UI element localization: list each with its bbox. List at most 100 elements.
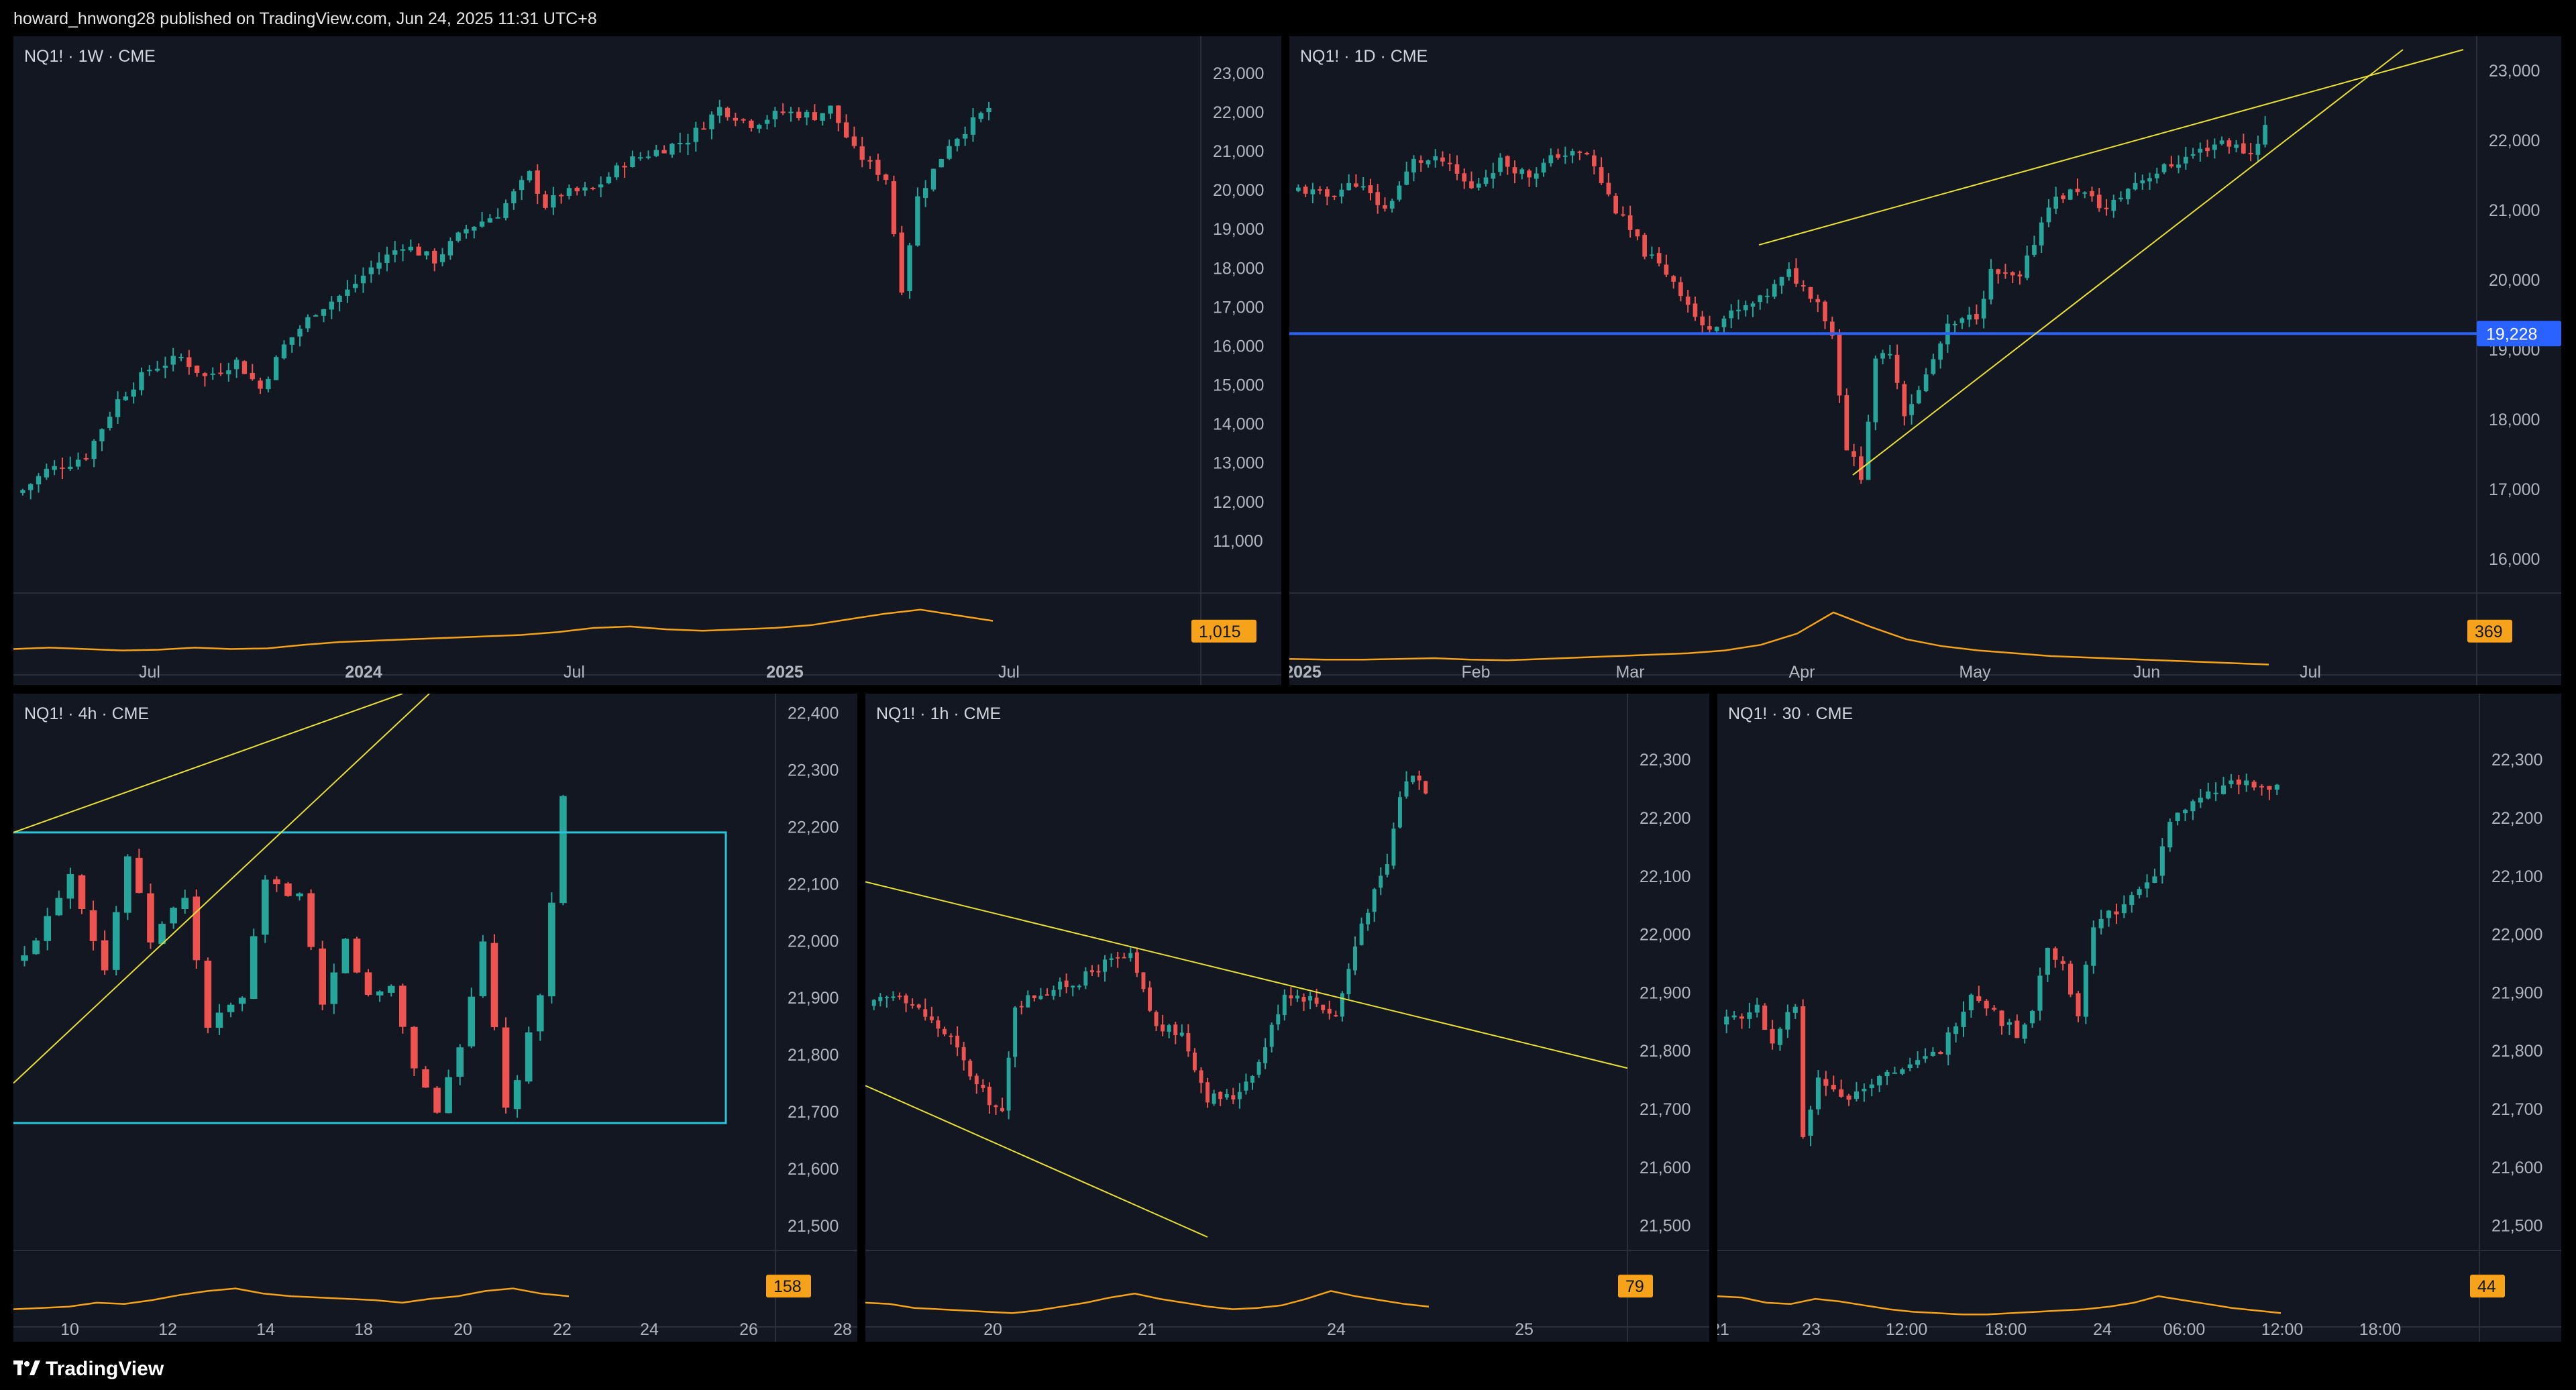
candle-body — [202, 373, 208, 376]
candle-body — [2236, 780, 2241, 785]
chart-svg-weekly[interactable]: 11,000 12,000 13,000 14,000 15,000 16,000 17,0… — [13, 36, 1281, 685]
time-tick-label: 23 — [1802, 1320, 1821, 1339]
candle-body — [614, 165, 619, 178]
candle-body — [1750, 303, 1756, 307]
price-tick-label: 18,000 — [2489, 411, 2540, 429]
candle-body — [875, 160, 881, 175]
candle-body — [1103, 959, 1108, 972]
candle-body — [943, 1028, 947, 1034]
candle-body — [2053, 948, 2058, 960]
candle-body — [261, 879, 269, 935]
candle-body — [364, 972, 372, 995]
chart-svg-1h[interactable]: 21,500 21,600 21,700 21,800 21,900 22,000 22,1… — [865, 694, 1709, 1342]
chart-panel-daily[interactable]: 16,000 17,000 18,000 19,000 20,000 21,000 22,0… — [1289, 36, 2561, 685]
candle-body — [1321, 1004, 1326, 1010]
volume-value-badge — [1618, 1275, 1653, 1298]
candle-body — [1303, 186, 1308, 194]
candle-body — [296, 893, 303, 897]
chart-title: NQ1! · 1W · CME — [24, 47, 156, 66]
candle-body — [1385, 864, 1389, 875]
candle-body — [2212, 144, 2217, 150]
candle-body — [55, 898, 63, 916]
candle-body — [1931, 359, 1936, 374]
candle-body — [780, 111, 786, 113]
chart-svg-30m[interactable]: 21,500 21,600 21,700 21,800 21,900 22,000 22,1… — [1717, 694, 2561, 1342]
publish-header: howard_hnwong28 published on TradingView… — [0, 0, 2576, 36]
candle-body — [978, 113, 983, 119]
candle-body — [297, 329, 303, 337]
candle-body — [669, 144, 675, 155]
candle-body — [2219, 140, 2224, 144]
candle-body — [250, 936, 258, 1000]
candle-body — [2263, 125, 2267, 145]
candle-body — [233, 360, 239, 370]
candle-body — [1873, 358, 1878, 423]
candle-body — [2140, 180, 2145, 184]
candle-body — [1360, 186, 1366, 188]
candle-body — [1353, 946, 1357, 971]
candle-body — [1900, 1069, 1905, 1074]
candle-body — [305, 317, 311, 329]
candle-body — [1346, 182, 1352, 191]
candle-body — [2234, 144, 2239, 148]
candle-body — [1051, 990, 1056, 996]
candle-body — [1585, 152, 1589, 155]
candle-body — [513, 1080, 521, 1110]
candle-body — [2176, 164, 2181, 168]
price-tick-label: 21,700 — [788, 1103, 839, 1122]
candle-body — [955, 138, 960, 146]
time-tick-label: 12:00 — [2261, 1320, 2304, 1339]
candle-body — [1116, 957, 1120, 959]
chart-panel-30m[interactable]: 21,500 21,600 21,700 21,800 21,900 22,000 22,1… — [1717, 694, 2561, 1342]
candle-body — [1032, 995, 1036, 998]
chart-svg-daily[interactable]: 16,00017,00018,00019,00020,00021,00022,0… — [1289, 36, 2561, 685]
candle-body — [424, 251, 429, 256]
candle-body — [1205, 1082, 1210, 1103]
candle-body — [1724, 1016, 1729, 1025]
chart-panel-4h[interactable]: 21,500 21,600 21,700 21,800 21,900 22,000 22,1… — [13, 694, 857, 1342]
candle-body — [2167, 822, 2173, 848]
time-tick-label: 21 — [1717, 1320, 1729, 1339]
candle-body — [1729, 310, 1734, 319]
candle-body — [2046, 207, 2051, 223]
candle-body — [479, 941, 487, 996]
candle-body — [2274, 784, 2279, 790]
candle-body — [2082, 192, 2088, 194]
candle-body — [447, 241, 453, 256]
candle-body — [1346, 969, 1351, 995]
lower-wedge-trendline — [1852, 49, 2404, 476]
candle-body — [955, 1035, 960, 1048]
chart-panel-weekly[interactable]: 11,000 12,000 13,000 14,000 15,000 16,000 17,0… — [13, 36, 1281, 685]
candle-body — [215, 1012, 223, 1028]
candle-body — [1109, 958, 1114, 960]
time-tick-label: 10 — [60, 1320, 79, 1339]
candle-body — [2154, 173, 2159, 178]
candle-body — [392, 250, 398, 255]
price-tick-label: 14,000 — [1213, 415, 1264, 434]
candle-body — [741, 119, 746, 121]
candle-body — [273, 879, 280, 885]
candle-body — [2129, 895, 2135, 905]
candle-body — [2045, 947, 2050, 975]
chart-panel-1h[interactable]: 21,500 21,600 21,700 21,800 21,900 22,000 22,1… — [865, 694, 1709, 1342]
candle-body — [1945, 1032, 1951, 1055]
candle-body — [1096, 971, 1101, 973]
candle-body — [884, 997, 889, 999]
price-tick-label: 22,300 — [2491, 751, 2542, 769]
chart-svg-4h[interactable]: 21,500 21,600 21,700 21,800 21,900 22,000 22,1… — [13, 694, 857, 1342]
candle-body — [387, 985, 395, 993]
time-tick-label: Jul — [2300, 663, 2321, 682]
candle-body — [1038, 996, 1043, 1000]
candle-body — [1469, 181, 1474, 189]
candle-body — [398, 985, 407, 1027]
candle-body — [653, 150, 659, 156]
price-tick-label: 22,200 — [1640, 809, 1690, 828]
candle-body — [321, 309, 327, 316]
candle-body — [2118, 197, 2123, 200]
candle-body — [2111, 199, 2116, 211]
candle-body — [1332, 195, 1337, 197]
candle-body — [2145, 882, 2150, 889]
candle-body — [1823, 301, 1827, 321]
candle-body — [535, 170, 540, 194]
price-tick-label: 22,200 — [2491, 809, 2542, 828]
